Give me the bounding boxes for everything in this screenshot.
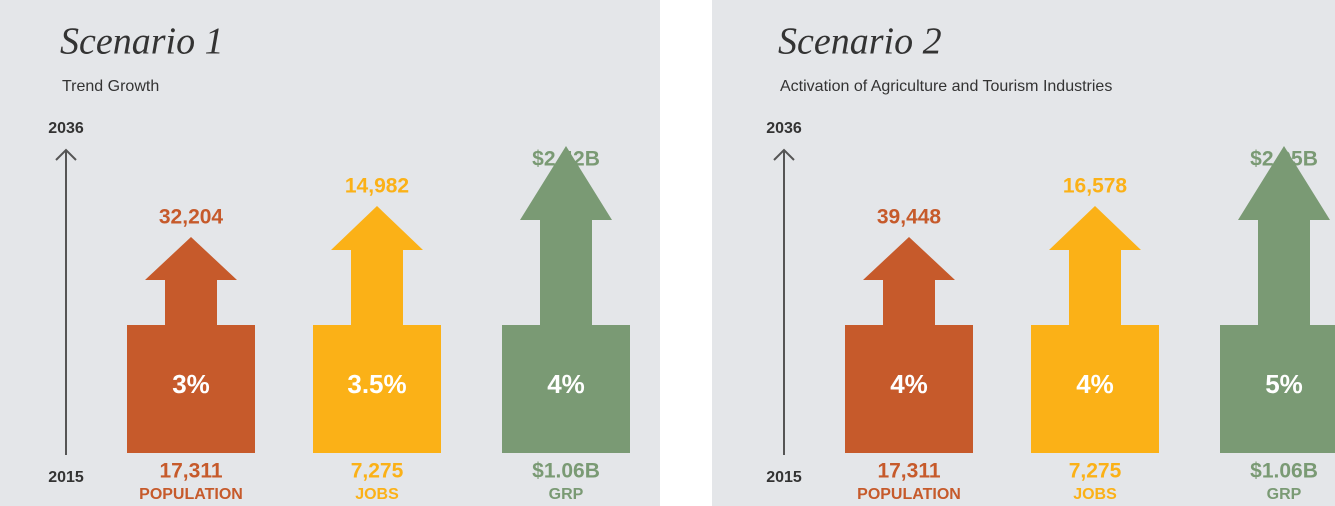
start-value: 17,311	[877, 460, 940, 483]
item-name: POPULATION	[857, 486, 961, 503]
time-axis-head	[773, 148, 795, 161]
year-start: 2015	[766, 469, 802, 486]
growth-arrow	[1220, 146, 1335, 453]
growth-rate: 4%	[890, 369, 928, 399]
growth-rate: 4%	[1076, 369, 1114, 399]
year-start: 2015	[48, 469, 84, 486]
growth-rate: 3%	[172, 369, 210, 399]
end-value: 39,448	[877, 206, 942, 229]
item-name: GRP	[549, 486, 584, 503]
start-value: $1.06B	[1250, 460, 1318, 483]
growth-rate: 4%	[547, 369, 585, 399]
panel-subtitle: Trend Growth	[62, 78, 159, 95]
growth-arrow	[845, 237, 973, 453]
end-value: 32,204	[159, 206, 224, 229]
start-value: 7,275	[351, 460, 404, 483]
growth-rate: 3.5%	[347, 369, 406, 399]
panel-subtitle: Activation of Agriculture and Tourism In…	[780, 78, 1112, 95]
growth-arrow	[127, 237, 255, 453]
growth-arrow	[502, 146, 630, 453]
growth-rate: 5%	[1265, 369, 1303, 399]
end-value: $2.42B	[532, 148, 600, 171]
growth-arrow	[1031, 206, 1159, 453]
item-name: GRP	[1267, 486, 1302, 503]
item-name: JOBS	[355, 486, 399, 503]
start-value: 7,275	[1069, 460, 1122, 483]
panel-title: Scenario 2	[778, 21, 942, 63]
end-value: 16,578	[1063, 175, 1128, 198]
end-value: 14,982	[345, 175, 409, 198]
year-end: 2036	[766, 120, 802, 137]
start-value: 17,311	[159, 460, 222, 483]
item-name: JOBS	[1073, 486, 1117, 503]
start-value: $1.06B	[532, 460, 600, 483]
end-value: $2.95B	[1250, 148, 1318, 171]
item-name: POPULATION	[139, 486, 243, 503]
growth-arrow	[313, 206, 441, 453]
year-end: 2036	[48, 120, 84, 137]
panel-title: Scenario 1	[60, 21, 224, 63]
time-axis-head	[55, 148, 77, 161]
